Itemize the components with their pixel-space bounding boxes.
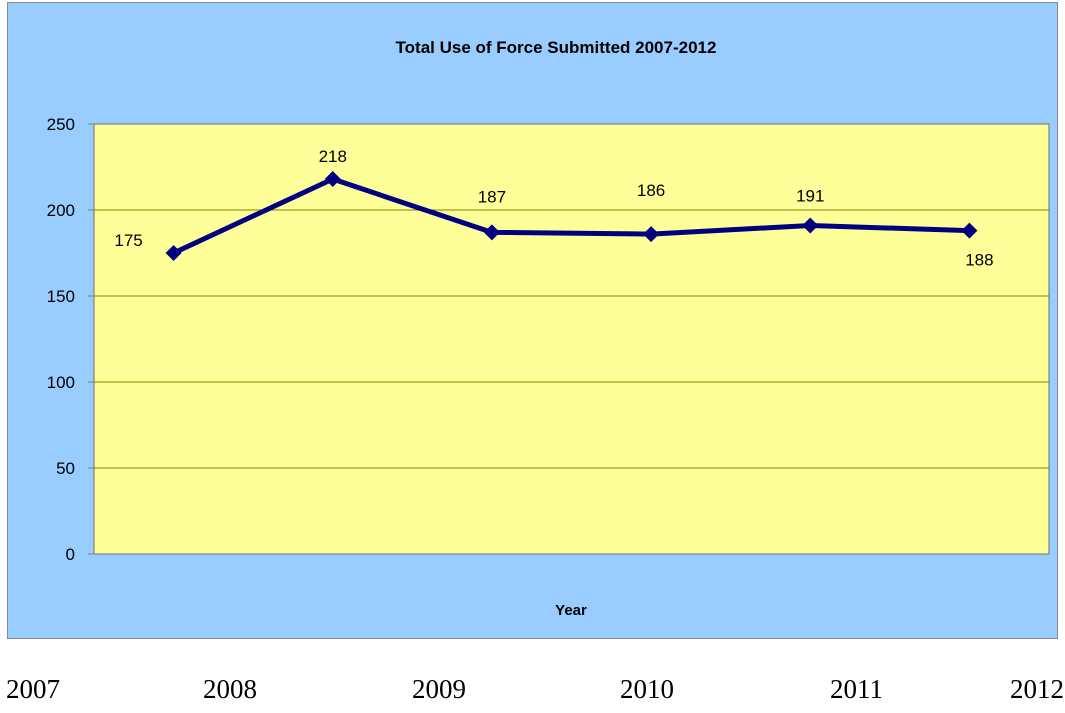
series-line — [172, 176, 970, 256]
y-axis: 0 50 100 150 200 250 — [47, 115, 94, 564]
year-label: 2009 — [412, 674, 466, 704]
data-label: 218 — [319, 147, 347, 166]
data-point-marker — [643, 226, 660, 243]
data-label: 186 — [637, 181, 665, 200]
data-label: 187 — [478, 187, 506, 206]
series — [165, 171, 978, 261]
year-label: 2010 — [620, 674, 674, 704]
y-tick-label: 0 — [66, 545, 75, 564]
year-label: 2012 — [1010, 674, 1064, 704]
data-point-marker — [165, 245, 182, 261]
data-point-marker — [324, 171, 341, 188]
year-label: 2007 — [6, 674, 60, 704]
y-tick-label: 250 — [47, 115, 75, 134]
data-label: 188 — [965, 251, 993, 270]
y-tick-label: 200 — [47, 201, 75, 220]
y-tick-label: 100 — [47, 373, 75, 392]
chart-area: Total Use of Force Submitted 2007-2012 0… — [7, 2, 1058, 639]
y-tick-label: 150 — [47, 287, 75, 306]
gridlines — [94, 209, 1049, 469]
data-point-marker — [483, 224, 500, 241]
data-labels: 175 218 187 186 191 188 — [114, 147, 993, 270]
data-label: 191 — [796, 186, 824, 205]
year-label: 2011 — [830, 674, 883, 704]
year-label: 2008 — [203, 674, 257, 704]
x-axis-label: Year — [555, 602, 587, 619]
data-label: 175 — [114, 231, 142, 250]
data-point-marker — [961, 222, 978, 239]
plot-area — [93, 123, 1050, 555]
data-point-marker — [802, 217, 819, 234]
line-chart: Total Use of Force Submitted 2007-2012 0… — [47, 38, 1050, 619]
chart-title: Total Use of Force Submitted 2007-2012 — [396, 38, 717, 57]
y-tick-label: 50 — [56, 459, 75, 478]
